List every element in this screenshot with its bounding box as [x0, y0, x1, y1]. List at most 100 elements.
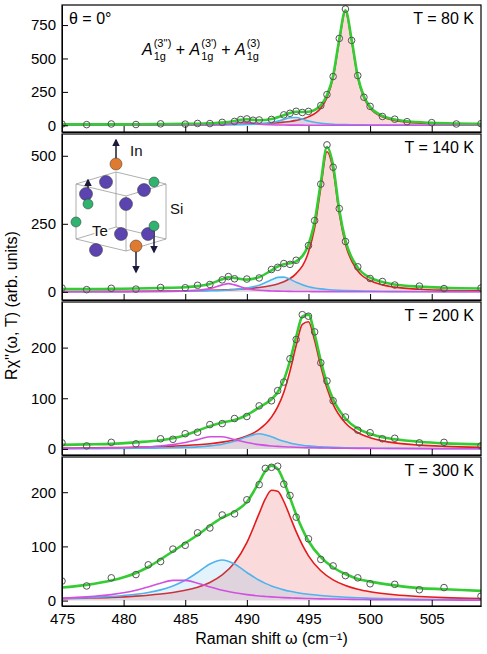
data-point	[182, 284, 189, 291]
x-tick	[247, 294, 248, 300]
y-tick-mark	[62, 398, 68, 399]
data-point	[330, 397, 337, 404]
inset-atom	[120, 198, 133, 211]
data-point	[207, 525, 214, 532]
data-point	[262, 465, 269, 472]
fit-line	[62, 147, 481, 289]
x-tick-mark	[247, 294, 248, 300]
data-point	[354, 264, 361, 271]
panel-title: T = 80 K	[413, 10, 474, 27]
data-point	[367, 429, 374, 436]
x-tick: 490	[235, 600, 260, 627]
y-tick-mark	[62, 156, 68, 157]
data-point	[274, 463, 281, 470]
peak-line	[62, 490, 481, 598]
data-point	[305, 313, 312, 320]
y-tick-mark	[62, 292, 68, 293]
y-axis: 0250500	[31, 135, 68, 301]
mode-label-sub: 1g	[201, 50, 213, 62]
y-tick-label: 0	[48, 117, 56, 134]
x-tick	[185, 126, 186, 132]
mode-label-sub: 1g	[154, 50, 166, 62]
x-tick	[432, 449, 433, 455]
mode-label-base: A	[141, 41, 153, 58]
y-axis-line	[62, 6, 63, 133]
mode-label: A1g(3'') + A1g(3') + A1g(3)	[141, 37, 260, 62]
x-tick	[308, 126, 309, 132]
x-tick-mark	[370, 126, 371, 132]
y-tick-label: 250	[31, 215, 56, 232]
x-tick-mark	[308, 449, 309, 455]
x-axis-line	[63, 455, 482, 456]
data-point	[231, 118, 238, 125]
data-point	[330, 563, 337, 570]
data-point	[207, 120, 214, 127]
data-point	[133, 286, 140, 293]
data-point	[219, 512, 226, 519]
y-tick-label: 100	[31, 390, 56, 407]
x-tick	[247, 126, 248, 132]
data-point	[219, 277, 226, 284]
data-point	[108, 575, 115, 582]
data-point	[225, 273, 232, 280]
x-tick-label: 475	[50, 610, 75, 627]
inset-edge	[126, 239, 166, 251]
data-point	[367, 275, 374, 282]
x-tick	[124, 126, 125, 132]
peak-area	[62, 322, 481, 449]
data-point	[219, 420, 226, 427]
y-tick: 500	[31, 147, 68, 164]
data-point	[83, 443, 90, 450]
data-point	[207, 281, 214, 288]
x-tick	[370, 294, 371, 300]
y-tick-label: 0	[48, 592, 56, 609]
y-tick-mark	[62, 25, 68, 26]
inset-atom	[115, 228, 128, 241]
x-tick	[370, 449, 371, 455]
inset-label: Si	[170, 200, 183, 217]
y-tick-label: 0	[48, 440, 56, 457]
inset-atom	[100, 176, 113, 189]
data-point	[157, 121, 164, 128]
data-point	[281, 260, 288, 267]
x-axis-line	[63, 606, 482, 607]
data-point	[342, 572, 349, 579]
x-tick-mark	[62, 294, 63, 300]
y-tick-mark	[62, 348, 68, 349]
data-point	[108, 285, 115, 292]
panel: InSiTe0250500T = 140 K	[31, 134, 484, 301]
data-point	[391, 435, 398, 442]
data-point	[342, 6, 349, 13]
x-axis-line	[63, 132, 482, 133]
data-point	[336, 35, 343, 42]
panel-title: T = 140 K	[404, 139, 474, 156]
data-point	[256, 481, 263, 488]
data-point	[244, 413, 251, 420]
x-tick-mark	[185, 600, 186, 606]
inset: InSiTe	[71, 140, 183, 272]
panel: 0100200475480485490495500505T = 300 K	[31, 457, 484, 627]
x-tick	[124, 294, 125, 300]
x-tick	[185, 294, 186, 300]
data-point	[354, 575, 361, 582]
data-point	[170, 546, 177, 553]
inset-atom	[80, 188, 93, 201]
data-point	[348, 37, 355, 44]
data-point	[287, 492, 294, 499]
data-point	[83, 583, 90, 590]
inset-atom	[71, 217, 81, 227]
x-tick-mark	[185, 449, 186, 455]
panel: 0100200T = 200 K	[31, 302, 484, 457]
data-point	[311, 329, 318, 336]
data-point	[305, 242, 312, 249]
mode-label-sup: (3')	[201, 37, 217, 49]
y-tick-label: 500	[31, 50, 56, 67]
peak-area	[62, 490, 481, 600]
x-tick	[370, 126, 371, 132]
data-point	[250, 117, 257, 124]
x-tick	[62, 126, 63, 132]
data-point	[330, 73, 337, 80]
data-point	[170, 436, 177, 443]
data-point	[83, 286, 90, 293]
fit-line	[62, 315, 481, 445]
